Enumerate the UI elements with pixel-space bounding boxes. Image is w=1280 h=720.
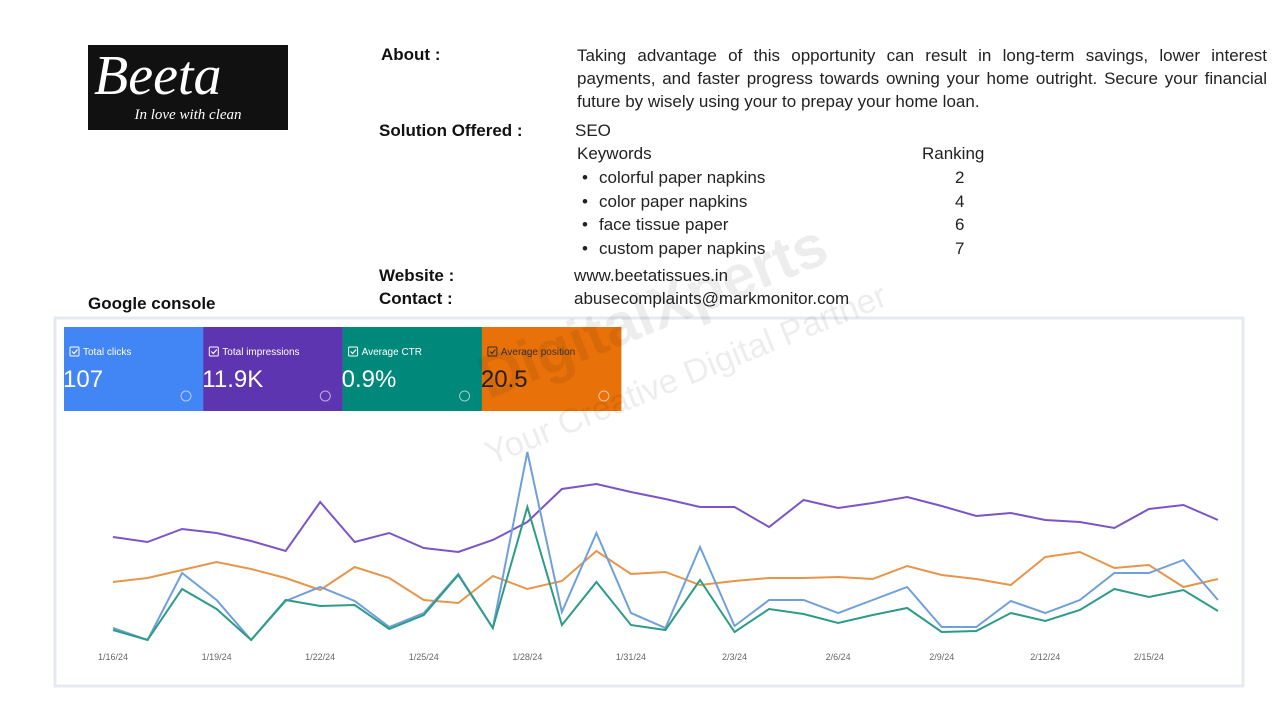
logo: Beeta In love with clean bbox=[88, 45, 288, 130]
help-icon bbox=[598, 390, 610, 402]
website-value: www.beetatissues.in bbox=[574, 266, 729, 285]
check bbox=[210, 349, 218, 355]
website-label: Website : bbox=[379, 266, 455, 285]
ranking: 7 bbox=[955, 238, 965, 258]
card-label: Total impressions bbox=[222, 347, 299, 358]
keyword: custom paper napkins bbox=[599, 238, 766, 258]
solution-label: Solution Offered : bbox=[379, 121, 523, 140]
about-text: Taking advantage of this opportunity can… bbox=[577, 46, 1267, 111]
card-value: 11.9K bbox=[202, 366, 263, 393]
x-tick-label: 1/16/24 bbox=[98, 652, 128, 662]
keyword: colorful paper napkins bbox=[599, 168, 766, 187]
contact-value: abusecomplaints@markmonitor.com bbox=[574, 289, 850, 308]
x-tick-label: 1/28/24 bbox=[512, 652, 542, 662]
x-tick-label: 2/15/24 bbox=[1134, 652, 1164, 662]
card bbox=[203, 327, 343, 411]
check bbox=[489, 349, 496, 355]
ranking-header: Ranking bbox=[922, 144, 985, 163]
bullet: • bbox=[582, 191, 588, 211]
series-line bbox=[112, 549, 1219, 605]
about-label: About : bbox=[381, 45, 441, 64]
help-icon bbox=[319, 390, 331, 402]
bullet: • bbox=[582, 215, 588, 234]
x-tick-label: 1/25/24 bbox=[409, 652, 439, 662]
card-label: Average CTR bbox=[362, 347, 422, 358]
series-line bbox=[112, 482, 1219, 554]
ranking: 2 bbox=[955, 168, 965, 187]
series-line bbox=[112, 503, 1219, 642]
x-tick-label: 1/31/24 bbox=[616, 652, 646, 662]
card-label: Average position bbox=[501, 347, 575, 358]
keyword: face tissue paper bbox=[599, 215, 729, 234]
cards: Total clicks 107 Total impressions 11.9K Ave… bbox=[63, 327, 622, 411]
x-tick-label: 2/9/24 bbox=[929, 652, 954, 662]
checkbox bbox=[69, 346, 80, 357]
card-value: 0.9% bbox=[342, 366, 397, 393]
series-line bbox=[112, 451, 1219, 642]
check bbox=[350, 349, 357, 355]
ranking: 4 bbox=[955, 191, 965, 211]
ranking: 6 bbox=[955, 215, 965, 234]
logo-name: Beeta bbox=[94, 45, 222, 107]
section-title: Google console bbox=[88, 294, 216, 313]
x-tick-label: 2/6/24 bbox=[826, 652, 851, 662]
check bbox=[71, 349, 78, 355]
card bbox=[481, 327, 622, 411]
solution-value: SEO bbox=[575, 121, 611, 140]
checkbox bbox=[487, 346, 498, 357]
help-icon bbox=[459, 390, 471, 402]
checkbox bbox=[208, 346, 219, 357]
x-tick-label: 2/12/24 bbox=[1030, 652, 1060, 662]
contact-label: Contact : bbox=[379, 289, 453, 308]
bullet: • bbox=[582, 168, 588, 187]
card bbox=[342, 327, 483, 411]
logo-tagline: In love with clean bbox=[134, 107, 242, 123]
card-value: 20.5 bbox=[481, 366, 528, 393]
bullet: • bbox=[582, 238, 588, 258]
plot: 1/16/24 1/19/24 1/22/24 1/25/24 1/28/24 1/31/… bbox=[98, 451, 1219, 662]
keywords-header: Keywords bbox=[577, 144, 652, 163]
x-tick-label: 1/22/24 bbox=[305, 652, 335, 662]
card-value: 107 bbox=[63, 366, 103, 393]
x-tick-label: 1/19/24 bbox=[202, 652, 232, 662]
card bbox=[64, 327, 204, 411]
keyword: color paper napkins bbox=[599, 191, 748, 211]
help-icon bbox=[180, 390, 192, 402]
checkbox bbox=[348, 346, 359, 357]
card-label: Total clicks bbox=[83, 347, 131, 358]
x-tick-label: 2/3/24 bbox=[722, 652, 747, 662]
